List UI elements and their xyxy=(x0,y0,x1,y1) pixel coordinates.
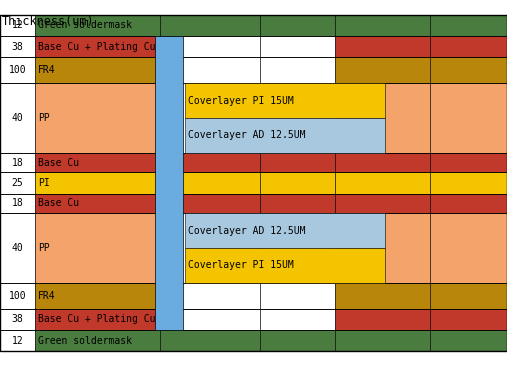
Text: Coverlayer AD 12.5UM: Coverlayer AD 12.5UM xyxy=(188,130,306,141)
Bar xyxy=(0,15,35,36)
Bar xyxy=(335,194,430,213)
Bar xyxy=(35,309,160,330)
Bar xyxy=(260,153,335,172)
Text: PP: PP xyxy=(38,113,50,123)
Bar xyxy=(35,57,160,83)
Text: 12: 12 xyxy=(12,336,23,345)
Bar xyxy=(0,194,35,213)
Bar xyxy=(160,57,260,83)
Bar xyxy=(160,153,260,172)
Bar xyxy=(155,36,183,330)
Text: Base Cu: Base Cu xyxy=(38,199,79,208)
Bar xyxy=(0,15,507,351)
Text: 38: 38 xyxy=(12,41,23,52)
Bar xyxy=(430,15,507,36)
Bar xyxy=(160,309,260,330)
Text: 18: 18 xyxy=(12,158,23,167)
Bar xyxy=(35,83,160,153)
Bar xyxy=(430,213,507,283)
Bar xyxy=(430,309,507,330)
Bar xyxy=(260,194,335,213)
Bar xyxy=(335,172,430,194)
Bar xyxy=(335,153,430,172)
Bar xyxy=(0,36,35,57)
Text: Base Cu: Base Cu xyxy=(38,158,79,167)
Text: 18: 18 xyxy=(12,199,23,208)
Bar xyxy=(35,172,160,194)
Text: FR4: FR4 xyxy=(38,291,56,301)
Bar xyxy=(160,83,260,153)
Bar xyxy=(35,36,160,57)
Text: Coverlayer PI 15UM: Coverlayer PI 15UM xyxy=(188,261,294,271)
Bar xyxy=(0,83,35,153)
Bar xyxy=(260,283,335,309)
Bar xyxy=(430,330,507,351)
Bar xyxy=(0,213,35,283)
Bar xyxy=(160,15,260,36)
Bar xyxy=(430,194,507,213)
Bar xyxy=(185,83,385,118)
Bar xyxy=(0,309,35,330)
Bar xyxy=(335,36,430,57)
Text: 40: 40 xyxy=(12,113,23,123)
Bar xyxy=(335,213,430,283)
Bar xyxy=(35,213,160,283)
Bar xyxy=(35,153,160,172)
Bar xyxy=(260,172,335,194)
Bar xyxy=(430,172,507,194)
Text: Green soldermask: Green soldermask xyxy=(38,20,132,31)
Bar xyxy=(260,330,335,351)
Bar xyxy=(430,57,507,83)
Bar xyxy=(335,15,430,36)
Text: 25: 25 xyxy=(12,178,23,188)
Bar xyxy=(0,283,35,309)
Bar xyxy=(0,330,35,351)
Bar xyxy=(160,194,260,213)
Text: 12: 12 xyxy=(12,20,23,31)
Bar xyxy=(0,153,35,172)
Bar xyxy=(35,15,160,36)
Bar xyxy=(160,330,260,351)
Text: Base Cu + Plating Cu: Base Cu + Plating Cu xyxy=(38,314,156,325)
Bar xyxy=(185,213,385,248)
Bar xyxy=(430,283,507,309)
Bar xyxy=(160,213,260,283)
Bar xyxy=(185,248,385,283)
Bar xyxy=(260,309,335,330)
Bar xyxy=(335,309,430,330)
Bar xyxy=(430,153,507,172)
Bar xyxy=(160,36,260,57)
Text: Coverlayer AD 12.5UM: Coverlayer AD 12.5UM xyxy=(188,225,306,236)
Bar xyxy=(260,213,335,283)
Bar xyxy=(35,194,160,213)
Text: 38: 38 xyxy=(12,314,23,325)
Bar xyxy=(260,15,335,36)
Text: FR4: FR4 xyxy=(38,65,56,75)
Bar xyxy=(260,36,335,57)
Text: Base Cu + Plating Cu: Base Cu + Plating Cu xyxy=(38,41,156,52)
Text: PP: PP xyxy=(38,243,50,253)
Bar xyxy=(260,57,335,83)
Text: Coverlayer PI 15UM: Coverlayer PI 15UM xyxy=(188,95,294,106)
Bar xyxy=(35,283,160,309)
Text: 40: 40 xyxy=(12,243,23,253)
Text: PI: PI xyxy=(38,178,50,188)
Text: 100: 100 xyxy=(9,291,26,301)
Bar xyxy=(160,172,260,194)
Bar xyxy=(0,57,35,83)
Bar xyxy=(0,172,35,194)
Bar xyxy=(430,36,507,57)
Bar xyxy=(335,283,430,309)
Bar xyxy=(185,118,385,153)
Bar xyxy=(35,330,160,351)
Bar xyxy=(430,83,507,153)
Bar xyxy=(335,83,430,153)
Bar xyxy=(335,57,430,83)
Text: Green soldermask: Green soldermask xyxy=(38,336,132,345)
Bar xyxy=(160,283,260,309)
Text: 100: 100 xyxy=(9,65,26,75)
Bar xyxy=(335,330,430,351)
Text: Thickness(um): Thickness(um) xyxy=(2,15,95,28)
Bar xyxy=(260,83,335,153)
